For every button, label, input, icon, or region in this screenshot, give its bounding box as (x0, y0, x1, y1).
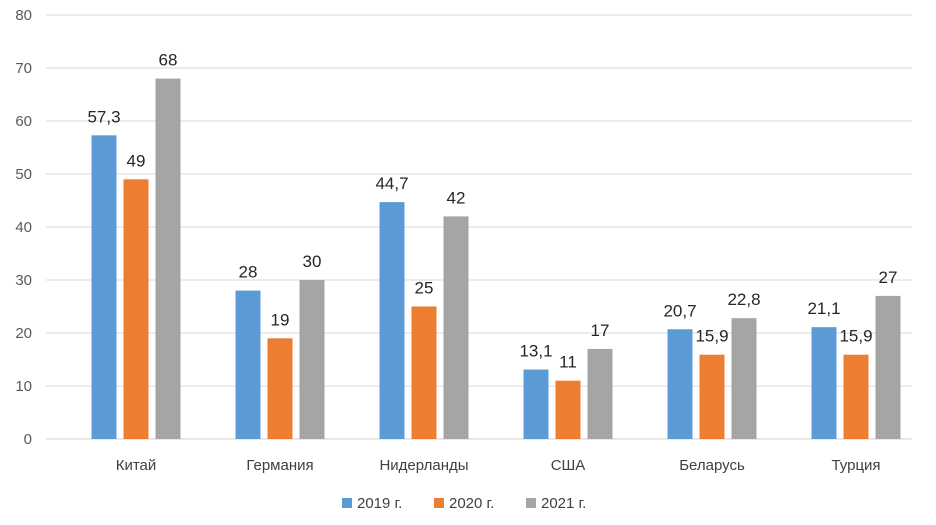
bar-2020г-0 (123, 179, 149, 440)
legend-swatch (526, 498, 536, 508)
y-tick-label: 50 (15, 166, 32, 183)
bar-2019г-5 (811, 327, 837, 439)
data-label: 19 (271, 310, 290, 329)
y-tick-label: 80 (15, 7, 32, 24)
data-label: 15,9 (695, 327, 728, 346)
gridlines (46, 14, 912, 440)
legend: 2019 г. 2020 г. 2021 г. (342, 495, 586, 512)
data-label: 11 (559, 353, 577, 372)
legend-label: 2021 г. (541, 495, 586, 512)
data-label: 44,7 (375, 174, 408, 193)
data-label: 15,9 (839, 327, 872, 346)
bar-2020г-4 (699, 354, 725, 439)
data-label: 57,3 (87, 107, 120, 126)
data-label: 22,8 (727, 290, 760, 309)
data-label: 28 (239, 263, 258, 282)
y-tick-label: 70 (15, 60, 32, 77)
bar-2021г-3 (587, 348, 613, 439)
bar-2020г-2 (411, 306, 437, 439)
bar-2019г-4 (667, 329, 693, 439)
legend-swatch (342, 498, 352, 508)
data-label: 20,7 (663, 301, 696, 320)
legend-label: 2020 г. (449, 495, 494, 512)
bar-2021г-2 (443, 216, 469, 439)
bar-2021г-4 (731, 318, 757, 439)
data-labels: 57,3 49 68 28 19 30 44,7 25 42 13,1 11 17 20,7 15,9 22… (87, 51, 897, 372)
y-tick-label: 60 (15, 113, 32, 130)
bar-2019г-0 (91, 135, 117, 439)
legend-swatch (434, 498, 444, 508)
bar-2021г-0 (155, 78, 181, 439)
bar-2021г-1 (299, 280, 325, 439)
bar-2020г-3 (555, 380, 581, 439)
y-tick-label: 10 (15, 378, 32, 395)
data-label: 25 (415, 279, 434, 298)
bars (91, 78, 901, 440)
bar-2019г-1 (235, 290, 261, 439)
x-category-label: Китай (116, 457, 157, 474)
y-tick-label: 40 (15, 219, 32, 236)
bar-2021г-5 (875, 295, 901, 439)
y-axis-ticks: 0 10 20 30 40 50 60 70 80 (15, 7, 32, 448)
x-category-label: Беларусь (679, 457, 745, 474)
data-label: 30 (303, 252, 322, 271)
data-label: 42 (447, 188, 466, 207)
bar-2019г-3 (523, 369, 549, 439)
y-tick-label: 30 (15, 272, 32, 289)
data-label: 17 (591, 321, 610, 340)
bar-2020г-1 (267, 338, 293, 439)
data-label: 27 (879, 268, 898, 287)
x-axis-categories: Китай Германия Нидерланды США Беларусь Турция (116, 457, 881, 474)
x-category-label: Германия (246, 457, 313, 474)
legend-label: 2019 г. (357, 495, 402, 512)
y-tick-label: 0 (24, 431, 32, 448)
data-label: 21,1 (807, 299, 840, 318)
data-label: 49 (127, 151, 146, 170)
y-tick-label: 20 (15, 325, 32, 342)
data-label: 68 (159, 51, 178, 70)
x-category-label: Нидерланды (379, 457, 468, 474)
bar-2019г-2 (379, 202, 405, 439)
bar-2020г-5 (843, 354, 869, 439)
data-label: 13,1 (519, 342, 552, 361)
x-category-label: Турция (831, 457, 880, 474)
x-category-label: США (551, 457, 586, 474)
